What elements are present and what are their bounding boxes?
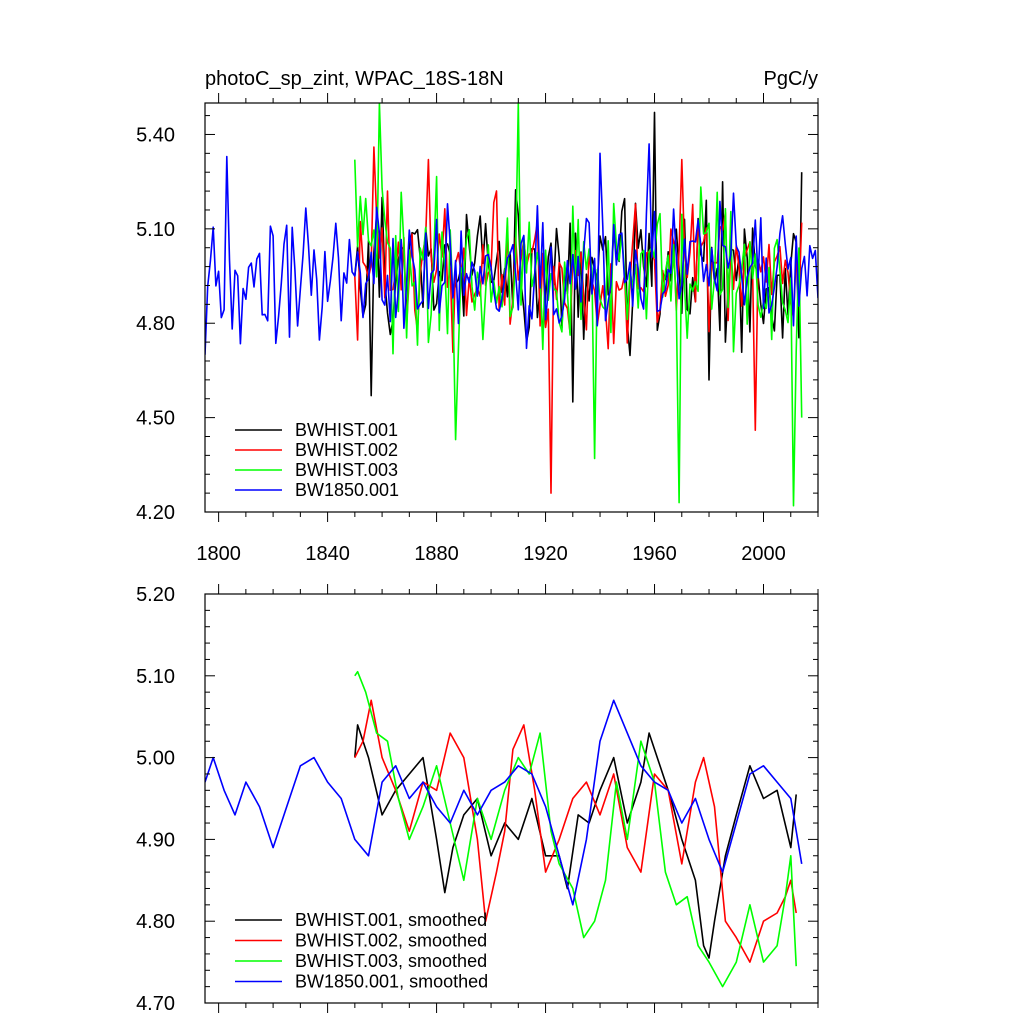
series-line-bwhist-003-smoothed xyxy=(354,670,797,988)
y-tick-label: 4.90 xyxy=(136,829,175,851)
legend-label: BW1850.001, smoothed xyxy=(295,972,488,992)
legend-label: BWHIST.002, smoothed xyxy=(295,931,487,951)
legend-label: BW1850.001 xyxy=(295,480,399,500)
legend-label: BWHIST.001 xyxy=(295,420,398,440)
series-line-bwhist-003 xyxy=(354,103,803,507)
legend-label: BWHIST.003, smoothed xyxy=(295,951,487,971)
plot-frame xyxy=(204,593,819,1004)
y-tick-label: 4.80 xyxy=(136,313,175,335)
bottom-panel: 4.70 4.80 4.90 5.00 5.10 5.20 BWHIST.001, smo… xyxy=(136,584,819,1015)
y-tick-label: 4.50 xyxy=(136,408,175,430)
x-tick-label: 1840 xyxy=(305,543,350,565)
y-tick-label: 4.70 xyxy=(136,993,175,1015)
legend-label: BWHIST.002 xyxy=(295,440,398,460)
x-tick-label: 2000 xyxy=(741,543,786,565)
series-line-bwhist-002-smoothed xyxy=(354,699,797,963)
y-tick-label: 5.20 xyxy=(136,584,175,606)
series-line-bw1850-001-smoothed xyxy=(205,699,803,906)
y-tick-label: 5.00 xyxy=(136,748,175,770)
y-tick-label: 4.80 xyxy=(136,911,175,933)
y-tick-label: 5.40 xyxy=(136,124,175,146)
y-tick-label: 5.10 xyxy=(136,219,175,241)
series-line-bwhist-001-smoothed xyxy=(354,724,797,959)
x-tick-label: 1880 xyxy=(414,543,459,565)
legend-label: BWHIST.001, smoothed xyxy=(295,910,487,930)
series-line-bw1850-001 xyxy=(205,143,818,355)
plot-frame xyxy=(204,102,819,513)
y-tick-label: 5.10 xyxy=(136,666,175,688)
x-tick-label: 1960 xyxy=(632,543,677,565)
chart-units: PgC/y xyxy=(764,68,818,90)
x-tick-label: 1920 xyxy=(523,543,568,565)
chart-title: photoC_sp_zint, WPAC_18S-18N xyxy=(205,68,504,90)
x-tick-label: 1800 xyxy=(196,543,241,565)
top-panel: photoC_sp_zint, WPAC_18S-18N PgC/y 1800 1… xyxy=(136,68,819,565)
y-tick-label: 4.20 xyxy=(136,502,175,524)
legend-label: BWHIST.003 xyxy=(295,460,398,480)
